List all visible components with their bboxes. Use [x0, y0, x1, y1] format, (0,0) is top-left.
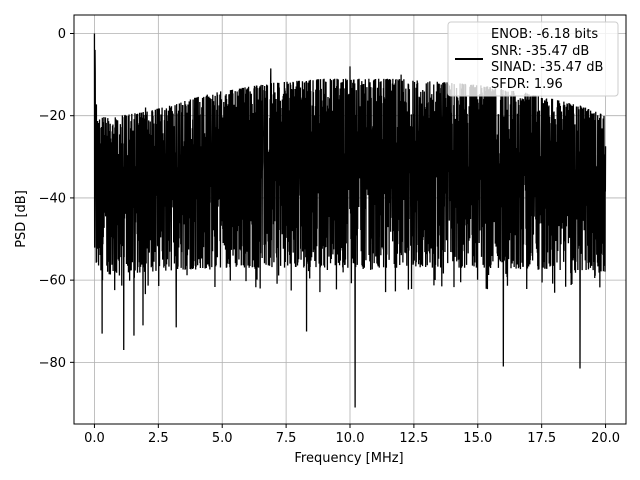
x-tick-label: 12.5: [399, 431, 428, 446]
x-axis-label: Frequency [MHz]: [294, 451, 403, 466]
y-tick-label: 0: [58, 27, 66, 42]
x-tick-label: 20.0: [591, 431, 620, 446]
y-tick-label: −20: [39, 109, 66, 124]
x-tick-label: 7.5: [276, 431, 297, 446]
x-tick-label: 2.5: [148, 431, 169, 446]
legend: ENOB: -6.18 bits SNR: -35.47 dB SINAD: -…: [447, 21, 619, 97]
y-axis-label: PSD [dB]: [14, 190, 29, 248]
x-tick-label: 17.5: [527, 431, 556, 446]
psd-trace: [93, 33, 607, 408]
legend-entry-snr: SNR: -35.47 dB: [491, 44, 589, 59]
y-tick-label: −60: [39, 274, 66, 289]
x-tick-label: 15.0: [463, 431, 492, 446]
x-tick-label: 10.0: [336, 431, 365, 446]
legend-box: [447, 21, 619, 97]
y-tick-label: −40: [39, 191, 66, 206]
y-axis-ticks: 0 −20 −40 −60 −80: [39, 27, 74, 371]
y-tick-label: −80: [39, 356, 66, 371]
x-tick-label: 0.0: [84, 431, 105, 446]
legend-entry-enob: ENOB: -6.18 bits: [491, 27, 598, 42]
legend-entry-sinad: SINAD: -35.47 dB: [491, 60, 603, 75]
psd-series: [93, 33, 607, 408]
x-axis-ticks: 0.0 2.5 5.0 7.5 10.0 12.5 15.0 17.5 20.0: [84, 424, 620, 446]
legend-entry-sfdr: SFDR: 1.96: [491, 77, 563, 92]
x-tick-label: 5.0: [212, 431, 233, 446]
